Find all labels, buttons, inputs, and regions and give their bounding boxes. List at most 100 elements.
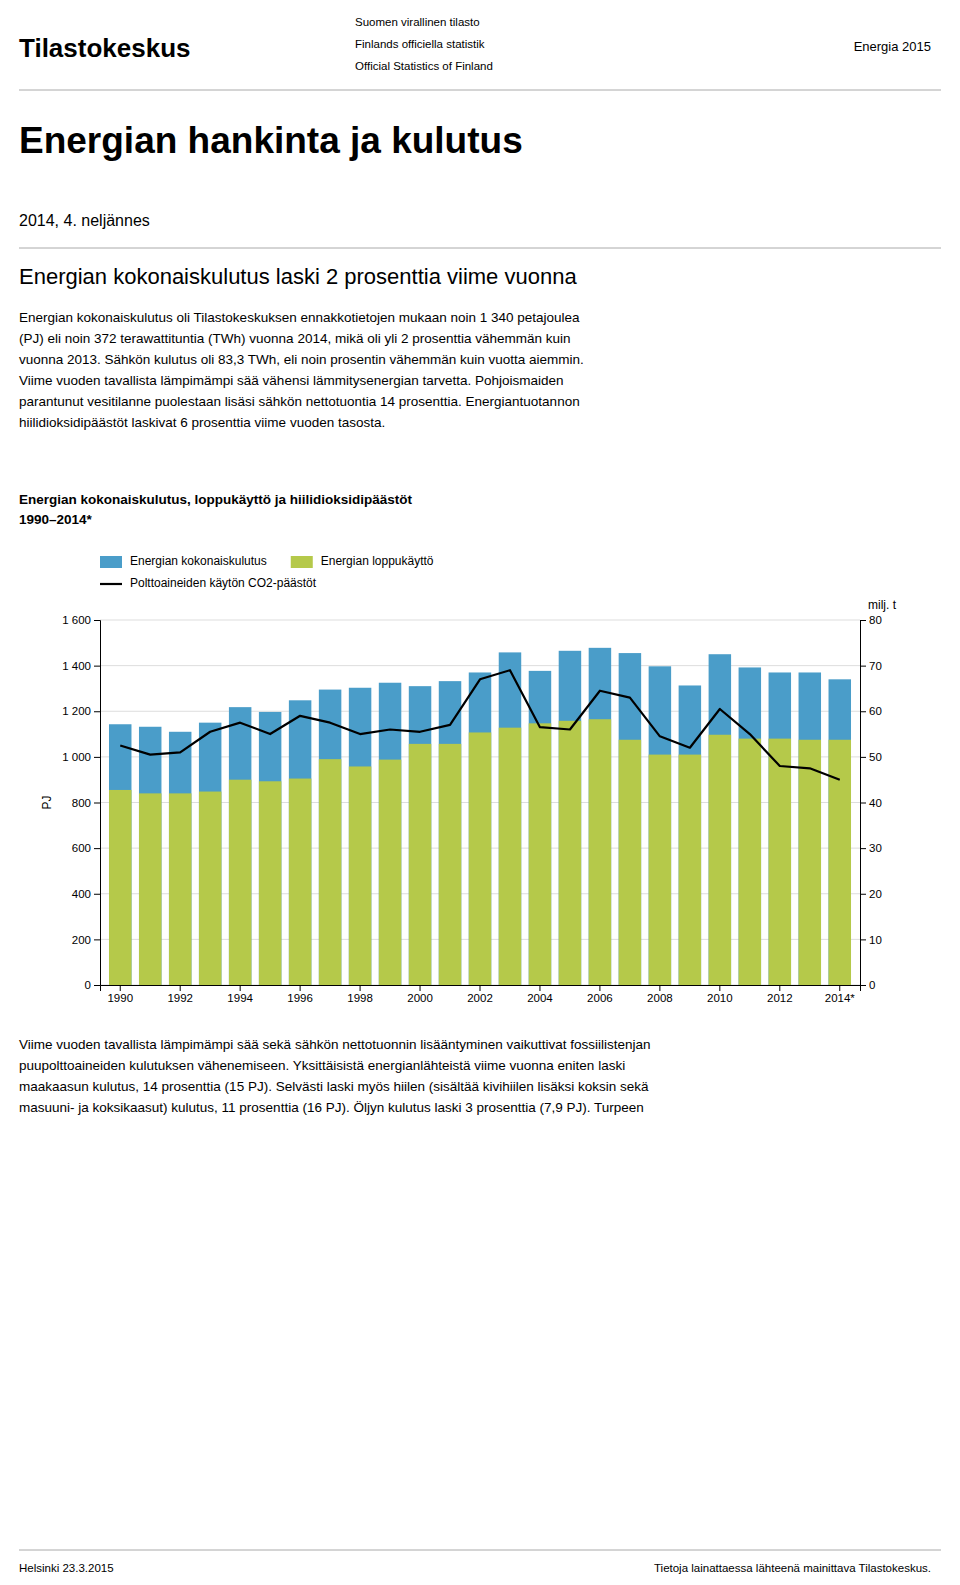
tick-label: 50	[869, 751, 882, 763]
tick-mark	[240, 985, 241, 991]
bar	[799, 672, 821, 985]
legend-label: Energian kokonaiskulutus	[130, 554, 267, 568]
bar	[349, 766, 371, 985]
tick: 0	[860, 979, 875, 991]
y2-axis-title: milj. t	[868, 598, 897, 612]
tick-mark	[94, 803, 100, 804]
tick-mark	[860, 757, 866, 758]
tick-label: 0	[85, 979, 91, 991]
bar	[769, 739, 791, 985]
bar	[319, 759, 341, 985]
tick-label: 30	[869, 842, 882, 854]
tick-mark	[860, 711, 866, 712]
y-axis: 02004006008001 0001 2001 4001 600	[62, 614, 100, 991]
bar	[529, 671, 551, 985]
header-right: Energia 2015	[854, 39, 931, 54]
tick-mark	[94, 711, 100, 712]
separator	[19, 248, 941, 249]
body-line: Viime vuoden tavallista lämpimämpi sää v…	[19, 373, 564, 388]
page: TilastokeskusSuomen virallinen tilastoFi…	[0, 0, 960, 1585]
tick: 10	[860, 934, 882, 946]
bar	[499, 652, 521, 985]
tick-mark	[860, 666, 866, 667]
legend-swatch	[100, 583, 122, 585]
tick: 30	[860, 842, 882, 854]
tick-label: 1 000	[62, 751, 91, 763]
body-line: maakaasun kulutus, 14 prosenttia (15 PJ)…	[19, 1079, 649, 1094]
bar	[589, 719, 611, 985]
bar	[289, 700, 311, 985]
separator	[19, 1550, 941, 1551]
tick-label: 20	[869, 888, 882, 900]
tick-mark	[360, 985, 361, 991]
tick: 2008	[647, 985, 673, 1004]
body-line: parantunut vesitilanne puolestaan lisäsi…	[19, 394, 580, 409]
tick-mark	[480, 985, 481, 991]
tick: 1992	[167, 985, 193, 1004]
bar	[739, 739, 761, 985]
axis-line	[94, 621, 101, 986]
tick-mark	[599, 985, 600, 991]
subtitle: 2014, 4. neljännes	[19, 212, 150, 229]
tick: 2010	[707, 985, 733, 1004]
body-line: Viime vuoden tavallista lämpimämpi sää s…	[19, 1037, 651, 1052]
header-line: Suomen virallinen tilasto	[355, 16, 480, 28]
tick-mark	[120, 985, 121, 991]
tick-mark	[94, 666, 100, 667]
tick-label: 1 600	[62, 614, 91, 626]
footer-right: Tietoja lainattaessa lähteenä mainittava…	[654, 1562, 931, 1574]
tick-label: 2012	[767, 992, 793, 1004]
body-line: masuuni- ja koksikaasut) kulutus, 11 pro…	[19, 1100, 644, 1115]
chart-subtitle: 1990–2014*	[19, 512, 93, 527]
tick-mark	[860, 620, 866, 621]
tick: 0	[85, 979, 100, 991]
bar-series	[109, 719, 851, 985]
tick-label: 70	[869, 660, 882, 672]
bar	[139, 727, 161, 985]
body-line: (PJ) eli noin 372 terawattituntia (TWh) …	[19, 331, 571, 346]
bar	[679, 755, 701, 985]
separator	[19, 90, 941, 91]
tick-label: 1990	[107, 992, 133, 1004]
x-axis: 1990199219941996199820002002200420062008…	[101, 985, 861, 1004]
bar	[469, 732, 491, 985]
tick-mark	[860, 848, 866, 849]
tick-label: 2002	[467, 992, 493, 1004]
tick: 2004	[527, 985, 553, 1004]
tick-mark	[94, 757, 100, 758]
legend-swatch	[291, 556, 313, 568]
tick: 1 200	[62, 705, 100, 717]
bar	[409, 744, 431, 985]
bar	[259, 712, 281, 985]
grid-line	[100, 620, 860, 621]
body-text: Viime vuoden tavallista lämpimämpi sää s…	[19, 1037, 651, 1115]
bar	[469, 672, 491, 985]
bar	[379, 760, 401, 985]
tick-label: 40	[869, 797, 882, 809]
tick-label: 200	[72, 934, 91, 946]
tick-mark	[860, 894, 866, 895]
bar	[229, 707, 251, 985]
tick-label: 0	[869, 979, 875, 991]
header-line: Finlands officiella statistik	[355, 38, 485, 50]
legend-item: Energian loppukäyttö	[291, 554, 434, 568]
bar	[379, 683, 401, 985]
tick: 1998	[347, 985, 373, 1004]
tick: 2006	[587, 985, 613, 1004]
grid-line	[100, 665, 860, 666]
tick: 1990	[107, 985, 133, 1004]
tick: 2000	[407, 985, 433, 1004]
line	[120, 670, 840, 780]
bar	[499, 728, 521, 985]
tick-label: 1998	[347, 992, 373, 1004]
tick-mark	[860, 803, 866, 804]
bar	[559, 651, 581, 985]
tick-label: 2008	[647, 992, 673, 1004]
main-title: Energian hankinta ja kulutus	[19, 120, 523, 161]
bar-series	[109, 648, 851, 985]
bar	[229, 780, 251, 985]
tick-label: 2006	[587, 992, 613, 1004]
tick-mark	[94, 620, 100, 621]
tick: 20	[860, 888, 882, 900]
axis-line	[861, 621, 867, 986]
